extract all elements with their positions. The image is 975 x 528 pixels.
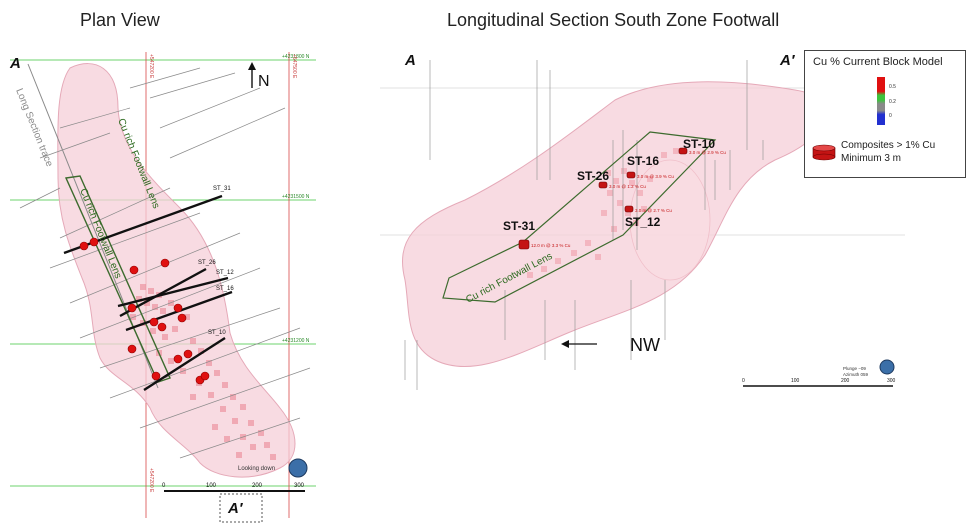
northing-label: +4231200 N bbox=[282, 338, 310, 344]
color-ramp bbox=[877, 77, 885, 125]
section-composites bbox=[518, 147, 688, 250]
plan-hole-label: ST_12 bbox=[216, 270, 234, 276]
svg-text:0: 0 bbox=[162, 483, 166, 489]
north-label: N bbox=[258, 73, 270, 90]
section-block-cells bbox=[527, 148, 679, 278]
footwall-lens-outline bbox=[64, 175, 171, 383]
plan-view-title: Plan View bbox=[80, 10, 160, 30]
globe-icon bbox=[288, 458, 308, 478]
section-comp-label: 3.0 m @ 2.7 % Cu bbox=[635, 208, 672, 213]
northing-label: +4231500 N bbox=[282, 194, 310, 200]
legend-tick: 0 bbox=[889, 113, 892, 119]
globe-icon bbox=[879, 359, 895, 375]
section-comp-label: 3.0 m @ 2.9 % Cu bbox=[689, 150, 726, 155]
nw-label: NW bbox=[630, 335, 660, 355]
easting-label: +547200 E bbox=[148, 468, 154, 493]
section-hole-label: ST-26 bbox=[577, 169, 609, 183]
plan-hole-label: ST_26 bbox=[198, 260, 216, 266]
plan-view-map: ST_31 ST_26 ST_12 ST_16 ST_10 Long Secti… bbox=[10, 52, 316, 523]
inner-zone bbox=[629, 159, 711, 281]
easting-label: +547500 E bbox=[291, 54, 297, 79]
northing-label: +4231800 N bbox=[282, 54, 310, 60]
composite-markers bbox=[79, 237, 210, 385]
legend-title: Cu % Current Block Model bbox=[813, 56, 943, 68]
section-hole-label: ST-10 bbox=[683, 137, 715, 151]
plan-hole-label: ST_31 bbox=[213, 186, 231, 192]
legend-tick: 0.5 bbox=[889, 84, 896, 90]
section-hole-label: ST_12 bbox=[625, 215, 661, 229]
plan-hole-labels: ST_31 ST_26 ST_12 ST_16 ST_10 bbox=[198, 186, 234, 336]
legend-composites-label: Composites > 1% Cu Minimum 3 m bbox=[841, 140, 936, 164]
orebody-outline bbox=[57, 63, 296, 478]
svg-text:100: 100 bbox=[206, 483, 217, 489]
plan-a-prime-label: A′ bbox=[228, 500, 243, 517]
svg-text:300: 300 bbox=[887, 378, 896, 384]
section-a-prime-label: A′ bbox=[780, 52, 795, 69]
plan-hole-label: ST_10 bbox=[208, 330, 226, 336]
a-prime-box bbox=[219, 493, 263, 523]
plan-hole-label: ST_16 bbox=[216, 286, 234, 292]
plunge-label: Plunge −09 bbox=[843, 366, 866, 371]
drill-traces bbox=[19, 67, 311, 459]
section-lens-outline bbox=[442, 131, 717, 303]
azimuth-label: Azimuth 059 bbox=[843, 372, 869, 377]
longitudinal-section: Cu rich Footwall Lens ST-10 ST-16 ST-26 … bbox=[380, 60, 905, 390]
section-hole-label: ST-31 bbox=[503, 219, 535, 233]
section-comp-label: 12.0 m @ 3.3 % Cu bbox=[531, 243, 571, 248]
section-comp-label: 3.0 m @ 3.9 % Cu bbox=[637, 174, 674, 179]
svg-text:300: 300 bbox=[294, 483, 305, 489]
svg-text:200: 200 bbox=[252, 483, 263, 489]
section-a-label: A bbox=[405, 52, 416, 69]
north-arrow bbox=[248, 62, 256, 88]
composite-cylinder-icon bbox=[812, 144, 836, 161]
legend-tick: 0.2 bbox=[889, 99, 896, 105]
looking-down-label: Looking down bbox=[238, 466, 275, 472]
trace-label: Long Section trace bbox=[13, 87, 55, 169]
section-comp-label: 3.0 m @ 1.2 % Cu bbox=[609, 184, 646, 189]
plan-scale-bar: 0 100 200 300 bbox=[162, 483, 305, 492]
section-title: Longitudinal Section South Zone Footwall bbox=[447, 10, 780, 30]
plan-a-label: A bbox=[10, 55, 21, 72]
easting-label: +547200 E bbox=[148, 54, 154, 79]
nw-arrow bbox=[561, 340, 597, 348]
section-hole-label: ST-16 bbox=[627, 154, 659, 168]
svg-text:0: 0 bbox=[742, 378, 745, 384]
section-drill-traces bbox=[404, 60, 764, 390]
section-scale-bar: 0 100 200 300 bbox=[742, 378, 896, 387]
svg-text:100: 100 bbox=[791, 378, 800, 384]
svg-text:200: 200 bbox=[841, 378, 850, 384]
section-orebody-outline bbox=[402, 81, 828, 368]
legend: Cu % Current Block Model 0.5 0.2 0 Compo… bbox=[804, 50, 966, 178]
